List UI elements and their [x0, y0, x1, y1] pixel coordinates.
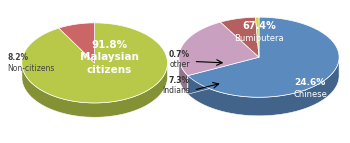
Text: Chinese: Chinese	[293, 90, 327, 99]
Polygon shape	[220, 17, 259, 57]
Text: 91.8%
Malaysian
citizens: 91.8% Malaysian citizens	[80, 40, 139, 75]
Text: Bumiputera: Bumiputera	[234, 34, 284, 43]
Polygon shape	[22, 63, 167, 117]
Polygon shape	[188, 17, 339, 97]
Polygon shape	[179, 58, 188, 94]
Text: Indians: Indians	[162, 86, 190, 95]
Polygon shape	[22, 23, 167, 103]
Polygon shape	[188, 57, 259, 94]
Text: 8.2%: 8.2%	[7, 53, 28, 62]
Text: other: other	[169, 60, 190, 69]
Text: 24.6%: 24.6%	[294, 79, 326, 87]
Polygon shape	[256, 17, 259, 57]
Polygon shape	[179, 22, 259, 76]
Text: 67.4%: 67.4%	[242, 21, 276, 31]
Text: 7.3%: 7.3%	[169, 76, 190, 85]
Text: 0.7%: 0.7%	[169, 50, 190, 59]
Text: Non-citizens: Non-citizens	[7, 64, 55, 73]
Polygon shape	[188, 58, 339, 116]
Polygon shape	[59, 23, 94, 63]
Polygon shape	[188, 57, 259, 94]
